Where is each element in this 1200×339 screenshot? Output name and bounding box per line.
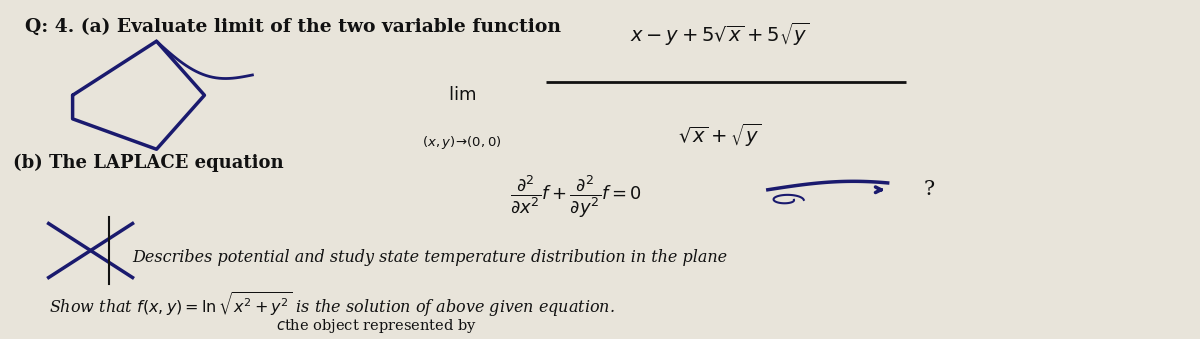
Text: $\dfrac{\partial^2}{\partial x^2}f + \dfrac{\partial^2}{\partial y^2}f = 0$: $\dfrac{\partial^2}{\partial x^2}f + \df…: [510, 173, 642, 220]
Text: $x - y + 5\sqrt{x} + 5\sqrt{y}$: $x - y + 5\sqrt{x} + 5\sqrt{y}$: [630, 21, 810, 48]
Text: (b) The LAPLACE equation: (b) The LAPLACE equation: [13, 154, 283, 172]
Text: Show that $f(x,y) = \ln\sqrt{x^2 + y^2}$ is the solution of above given equation: Show that $f(x,y) = \ln\sqrt{x^2 + y^2}$…: [49, 290, 614, 319]
Text: ?: ?: [924, 180, 935, 199]
Text: $\mathrm{lim}$: $\mathrm{lim}$: [448, 86, 476, 104]
Text: $(x,y)\!\rightarrow\!(0,0)$: $(x,y)\!\rightarrow\!(0,0)$: [422, 134, 502, 151]
Text: Describes potential and study state temperature distribution in the plane: Describes potential and study state temp…: [132, 249, 727, 266]
Text: $\sqrt{x} + \sqrt{y}$: $\sqrt{x} + \sqrt{y}$: [678, 122, 762, 149]
Text: Q: 4. (a) Evaluate limit of the two variable function: Q: 4. (a) Evaluate limit of the two vari…: [25, 18, 560, 36]
Text: $\mathit{c}$the object represented by: $\mathit{c}$the object represented by: [276, 317, 478, 335]
